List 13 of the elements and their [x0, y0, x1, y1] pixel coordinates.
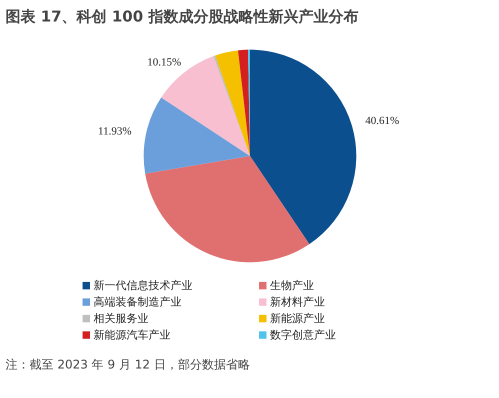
legend-label: 新一代信息技术产业: [94, 279, 193, 292]
data-label: 11.93%: [98, 125, 132, 138]
legend-label: 数字创意产业: [270, 328, 336, 342]
legend-label: 新能源汽车产业: [94, 328, 171, 342]
legend-label: 生物产业: [270, 279, 314, 292]
data-label: 10.15%: [147, 56, 182, 69]
legend-label: 新材料产业: [270, 296, 326, 309]
legend-label: 新能源产业: [270, 312, 326, 326]
legend-label: 相关服务业: [94, 312, 149, 326]
chart-title: 图表 17、科创 100 指数成分股战略性新兴产业分布: [6, 8, 358, 26]
legend-label: 高端装备制造产业: [94, 296, 182, 309]
text: 注：截至 2023 年 9 月 12 日，部分数据省略: [6, 358, 250, 372]
data-label: 40.61%: [365, 115, 400, 128]
